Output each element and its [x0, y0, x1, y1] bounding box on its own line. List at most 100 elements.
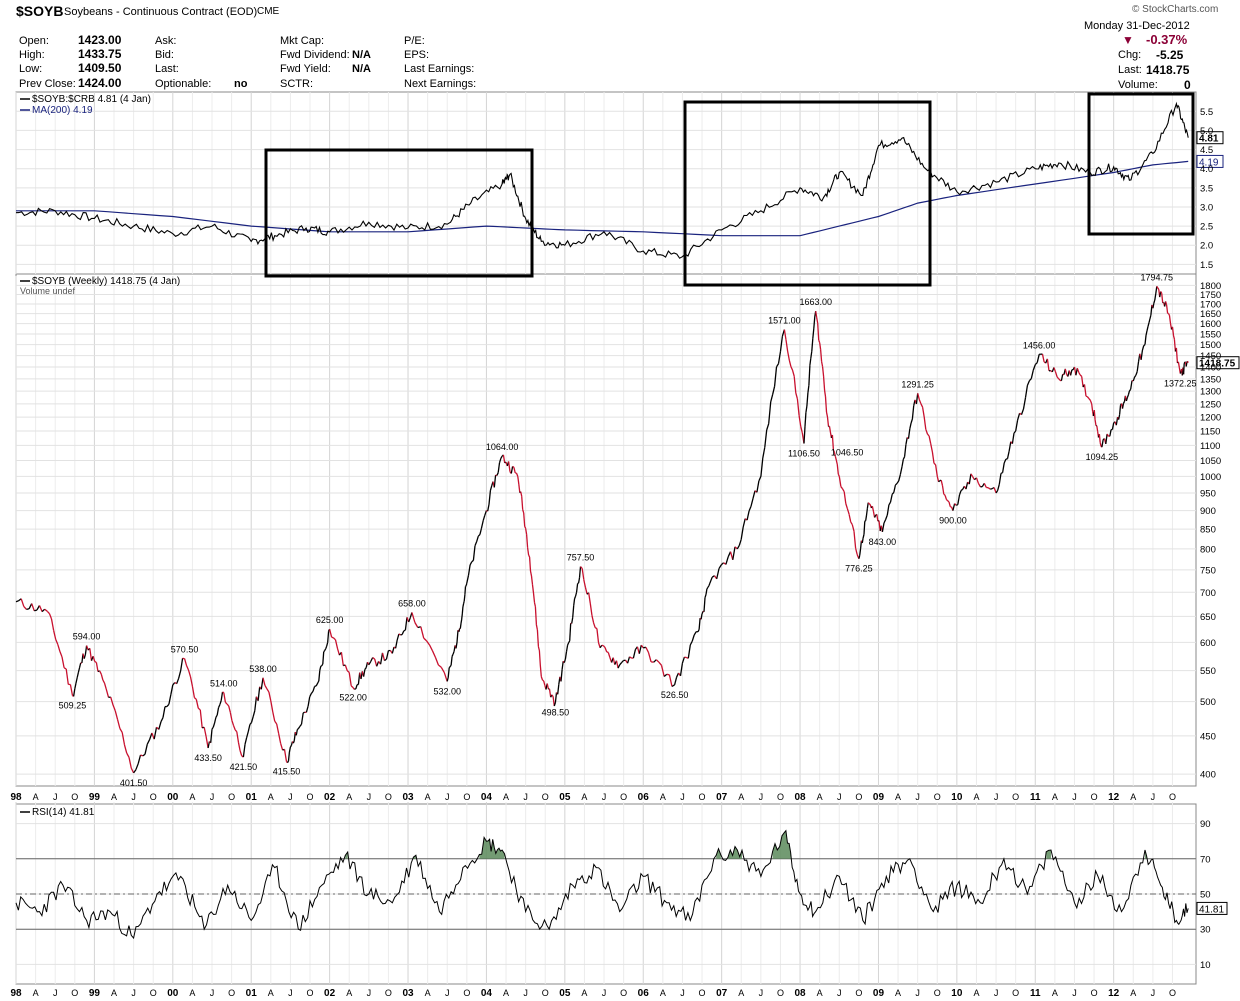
- chg-label: Chg:: [1118, 49, 1142, 61]
- price-segment: [142, 753, 146, 757]
- price-segment: [790, 366, 794, 371]
- price-segment: [604, 647, 608, 653]
- price-segment: [840, 486, 844, 490]
- price-segment: [955, 504, 959, 506]
- pe-label: P/E:: [404, 35, 425, 47]
- price-segment: [247, 724, 251, 732]
- x-year-label: 12: [1108, 988, 1120, 999]
- price-segment: [1099, 442, 1102, 447]
- x-month-label: J: [680, 988, 685, 998]
- price-segment: [742, 518, 746, 528]
- price-segment: [195, 699, 199, 709]
- price-segment: [191, 686, 196, 698]
- price-segment: [804, 412, 807, 427]
- x-month-label: O: [385, 988, 392, 998]
- price-segment: [323, 650, 326, 653]
- price-segment: [1118, 405, 1122, 415]
- price-segment: [355, 684, 358, 690]
- price-segment: [158, 721, 162, 730]
- price-segment: [114, 710, 119, 720]
- price-segment: [172, 682, 176, 686]
- price-segment: [960, 488, 964, 492]
- price-segment: [629, 656, 632, 659]
- price-segment: [594, 627, 598, 630]
- price-segment: [1134, 374, 1137, 378]
- price-segment: [708, 582, 711, 587]
- price-annotation: 1571.00: [768, 316, 801, 326]
- price-segment: [658, 661, 662, 666]
- price-segment: [800, 425, 803, 434]
- price-segment: [1081, 376, 1084, 388]
- price-segment: [716, 568, 720, 580]
- price-segment: [1088, 397, 1091, 401]
- exchange: CME: [257, 6, 280, 17]
- x-month-label: O: [855, 792, 862, 802]
- price-segment: [573, 595, 577, 599]
- x-month-label: A: [425, 792, 431, 802]
- price-segment: [74, 682, 77, 690]
- price-segment: [78, 662, 82, 669]
- x-month-label: J: [759, 792, 764, 802]
- price-segment: [325, 645, 328, 650]
- price-segment: [322, 651, 325, 665]
- price-segment: [736, 545, 740, 550]
- price-segment: [1141, 345, 1145, 351]
- price-segment: [640, 644, 644, 649]
- x-month-label: J: [1151, 792, 1156, 802]
- x-year-label: 05: [559, 988, 571, 999]
- volume-value: 0: [1184, 78, 1191, 92]
- price-segment: [643, 646, 647, 649]
- price-segment: [28, 603, 33, 610]
- price-segment: [945, 498, 949, 502]
- price-segment: [833, 451, 836, 457]
- x-month-label: J: [994, 792, 999, 802]
- price-annotation: 900.00: [939, 516, 967, 526]
- price-segment: [379, 652, 384, 665]
- price-segment: [199, 709, 203, 728]
- price-segment: [1143, 344, 1146, 347]
- ma200-line: [16, 160, 1189, 237]
- price-segment: [965, 481, 969, 490]
- price-segment: [137, 754, 142, 764]
- price-segment: [925, 429, 929, 435]
- price-segment: [725, 556, 729, 565]
- price-segment: [459, 623, 462, 629]
- price-segment: [1144, 335, 1147, 345]
- price-segment: [1150, 304, 1153, 316]
- price-segment: [466, 575, 470, 584]
- prev-close-label: Prev Close:: [19, 78, 76, 90]
- price-segment: [59, 651, 63, 658]
- price-segment: [1185, 362, 1188, 367]
- price-segment: [460, 619, 463, 624]
- price-segment: [612, 657, 616, 665]
- y-tick-label: 850: [1200, 525, 1216, 536]
- last-label: Last:: [1118, 64, 1142, 76]
- price-segment: [821, 366, 825, 377]
- y-tick-label: 1350: [1200, 374, 1221, 385]
- x-year-label: 12: [1108, 792, 1120, 803]
- price-segment: [607, 652, 611, 658]
- x-year-label: 04: [481, 792, 493, 803]
- price-segment: [876, 514, 879, 522]
- price-segment: [426, 640, 431, 646]
- x-month-label: A: [346, 988, 352, 998]
- x-year-label: 00: [167, 792, 179, 803]
- price-segment: [825, 411, 829, 418]
- x-month-label: O: [934, 792, 941, 802]
- price-segment: [591, 615, 595, 624]
- price-segment: [408, 617, 411, 623]
- x-month-label: O: [71, 792, 78, 802]
- chg-value: -5.25: [1156, 48, 1184, 62]
- x-month-label: J: [445, 988, 450, 998]
- price-segment: [910, 418, 914, 424]
- price-segment: [785, 339, 789, 352]
- x-year-label: 99: [89, 792, 101, 803]
- x-year-label: 07: [716, 792, 728, 803]
- price-segment: [146, 739, 151, 745]
- price-segment: [69, 684, 74, 696]
- price-segment: [1128, 388, 1132, 392]
- x-month-label: A: [268, 792, 274, 802]
- price-segment: [205, 736, 209, 749]
- price-segment: [1173, 339, 1177, 352]
